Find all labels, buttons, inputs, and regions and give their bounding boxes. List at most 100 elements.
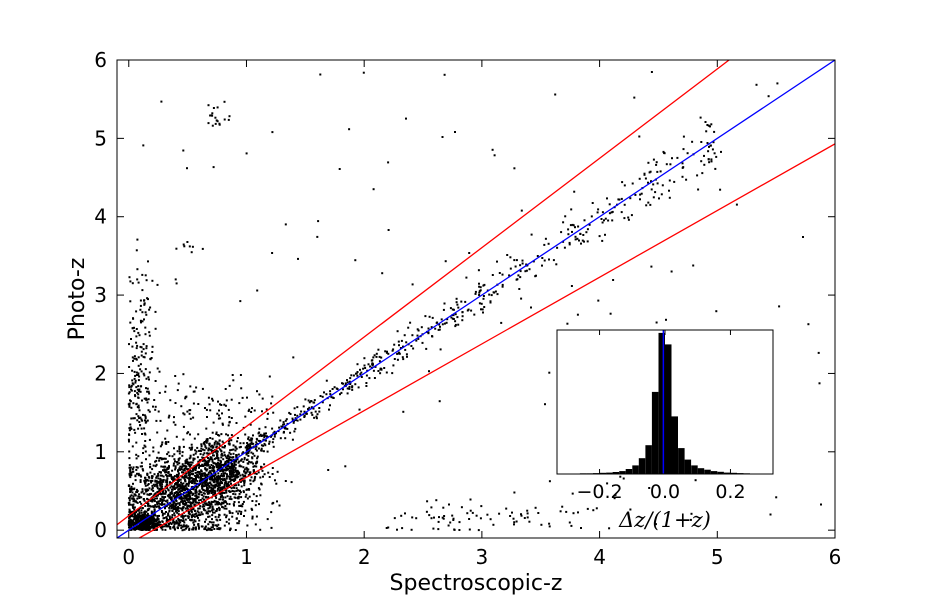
scatter-point — [235, 517, 238, 520]
scatter-point — [218, 507, 221, 510]
scatter-point — [152, 524, 155, 526]
scatter-point — [148, 516, 151, 519]
scatter-point — [184, 461, 187, 464]
scatter-point — [128, 520, 130, 523]
scatter-point — [268, 476, 271, 478]
scatter-point — [260, 483, 263, 486]
scatter-point — [225, 483, 228, 486]
scatter-point — [206, 464, 209, 467]
scatter-point — [275, 482, 278, 485]
scatter-point — [135, 468, 138, 471]
scatter-point — [211, 478, 214, 481]
scatter-point — [207, 396, 210, 399]
scatter-point — [211, 475, 214, 478]
scatter-point — [193, 474, 196, 477]
scatter-point — [236, 469, 239, 472]
scatter-point — [197, 523, 200, 525]
scatter-point — [230, 448, 233, 451]
scatter-point — [349, 383, 352, 385]
scatter-point — [151, 500, 154, 503]
scatter-point — [184, 484, 187, 487]
scatter-point — [665, 163, 668, 166]
scatter-point — [452, 314, 455, 317]
scatter-point — [218, 464, 221, 467]
scatter-point — [218, 122, 221, 125]
scatter-point — [662, 150, 665, 153]
scatter-point — [177, 510, 180, 513]
scatter-point — [239, 480, 242, 483]
scatter-point — [179, 485, 182, 488]
scatter-point — [402, 358, 405, 361]
scatter-point — [140, 511, 143, 514]
scatter-point — [676, 156, 679, 159]
scatter-point — [164, 507, 166, 510]
scatter-point — [128, 466, 131, 469]
scatter-point — [544, 237, 547, 240]
scatter-point — [158, 457, 161, 460]
scatter-point — [202, 503, 205, 506]
scatter-point — [162, 465, 165, 468]
scatter-point — [174, 465, 177, 468]
scatter-point — [473, 313, 476, 316]
scatter-point — [139, 517, 142, 520]
scatter-point — [142, 498, 145, 501]
scatter-point — [156, 494, 159, 497]
scatter-point — [203, 441, 206, 443]
scatter-point — [151, 477, 154, 480]
scatter-point — [219, 482, 222, 485]
scatter-point — [245, 152, 248, 155]
scatter-point — [208, 452, 211, 455]
scatter-point — [146, 512, 149, 515]
scatter-point — [570, 524, 573, 527]
scatter-point — [554, 93, 557, 96]
scatter-point — [162, 490, 164, 493]
scatter-point — [365, 374, 368, 377]
scatter-point — [175, 282, 178, 285]
scatter-point — [201, 448, 204, 451]
scatter-point — [707, 150, 710, 153]
scatter-point — [690, 512, 693, 515]
scatter-point — [192, 457, 195, 460]
scatter-point — [138, 375, 141, 378]
scatter-point — [144, 368, 147, 371]
scatter-point — [129, 489, 132, 492]
scatter-point — [235, 454, 238, 456]
scatter-point — [372, 356, 375, 359]
scatter-point — [238, 510, 241, 513]
scatter-point — [190, 516, 193, 519]
scatter-point — [561, 505, 564, 508]
scatter-point — [147, 529, 150, 531]
x-axis-title: Spectroscopic-z — [390, 571, 563, 596]
scatter-point — [259, 528, 262, 531]
scatter-point — [202, 495, 205, 498]
scatter-point — [222, 470, 225, 473]
scatter-point — [201, 487, 204, 490]
scatter-point — [179, 521, 182, 524]
scatter-point — [243, 458, 246, 461]
scatter-point — [153, 485, 156, 488]
scatter-point — [150, 488, 153, 491]
scatter-point — [178, 520, 181, 522]
scatter-point — [129, 321, 132, 324]
scatter-point — [129, 488, 131, 491]
scatter-point — [135, 371, 138, 374]
scatter-point — [201, 463, 204, 466]
scatter-point — [131, 470, 134, 473]
scatter-point — [221, 482, 224, 485]
scatter-point — [363, 364, 366, 367]
scatter-point — [211, 518, 213, 521]
scatter-point — [381, 272, 384, 275]
scatter-point — [138, 421, 141, 423]
scatter-point — [193, 523, 196, 526]
scatter-point — [155, 476, 158, 479]
scatter-point — [186, 460, 189, 463]
scatter-point — [181, 485, 184, 487]
scatter-point — [144, 510, 146, 513]
scatter-point — [233, 475, 236, 478]
scatter-point — [136, 419, 139, 422]
scatter-point — [134, 381, 137, 384]
scatter-point — [174, 466, 177, 469]
scatter-point — [167, 512, 170, 515]
scatter-point — [147, 498, 150, 501]
scatter-point — [187, 497, 190, 500]
